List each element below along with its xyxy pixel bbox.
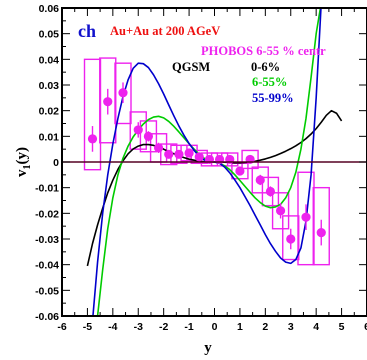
- systematic-error-box: [261, 176, 280, 207]
- data-point: [133, 125, 143, 135]
- systematic-error-box: [312, 186, 330, 266]
- y-tick-label: -0.04: [35, 260, 59, 272]
- systematic-error-box: [297, 171, 315, 266]
- y-tick-label: -0.03: [35, 234, 59, 246]
- data-point: [143, 131, 154, 141]
- y-tick-labels: -0.06 -0.05 -0.04 -0.03 -0.02 -0.01 0 0.01 0.02 0…: [35, 3, 59, 323]
- systematic-error-box: [241, 149, 259, 170]
- x-tick-label: -6: [57, 321, 66, 333]
- y-tick-label: 0.06: [39, 3, 60, 15]
- legend-6-55: 6-55%: [252, 75, 287, 89]
- data-point: [255, 175, 265, 185]
- annotation-system: Au+Au at 200 AGeV: [110, 24, 220, 38]
- y-axis-title-main: v: [14, 169, 30, 177]
- x-tick-label: 5: [339, 321, 345, 333]
- data-point: [103, 97, 113, 107]
- data-point: [265, 186, 276, 197]
- data-point: [118, 88, 128, 98]
- x-tick-label: 0: [212, 321, 218, 333]
- legend-phobos: PHOBOS 6-55 % centr: [201, 44, 326, 58]
- x-tick-label: -1: [184, 321, 193, 333]
- x-tick-label: 3: [288, 321, 294, 333]
- y-tick-label: -0.06: [35, 311, 59, 323]
- data-point: [301, 212, 311, 222]
- y-tick-label: -0.01: [35, 183, 59, 195]
- systematic-error-box: [129, 111, 147, 150]
- axis-ticks: [61, 7, 367, 317]
- y-tick-label: 0.01: [39, 131, 60, 143]
- x-tick-label: 2: [262, 321, 268, 333]
- y-tick-label: 0.05: [39, 29, 60, 41]
- data-point: [184, 148, 194, 158]
- x-tick-label: -4: [108, 321, 117, 333]
- data-point: [174, 149, 184, 159]
- data-point: [164, 149, 174, 159]
- systematic-error-box: [99, 57, 117, 144]
- x-tick-label: -5: [83, 321, 92, 333]
- data-point: [235, 166, 245, 176]
- annotation-ch: ch: [78, 21, 96, 41]
- legend-0-6: 0-6%: [251, 60, 280, 74]
- x-axis-title: y: [204, 340, 212, 356]
- y-axis-title-sub: 1: [22, 165, 33, 170]
- y-tick-label: 0.03: [39, 80, 60, 92]
- y-tick-label: 0.04: [39, 54, 60, 66]
- systematic-error-box: [271, 192, 290, 230]
- systematic-error-box: [83, 58, 102, 171]
- data-point: [153, 143, 164, 153]
- data-point: [275, 206, 286, 216]
- data-point: [194, 152, 204, 162]
- x-tick-labels: -6 -5 -4 -3 -2 -1 0 1 2 3 4 5 6: [57, 321, 367, 333]
- legend-qgsm: QGSM: [172, 60, 210, 74]
- data-point: [316, 227, 326, 238]
- x-tick-label: 4: [313, 321, 319, 333]
- y-tick-label: 0.02: [39, 106, 60, 118]
- systematic-error-box: [282, 215, 300, 261]
- y-axis-title-rest: (y): [14, 147, 30, 165]
- y-tick-label: 0: [53, 157, 59, 169]
- systematic-error-box: [251, 166, 269, 194]
- legend-55-99: 55-99%: [252, 91, 294, 105]
- x-tick-label: -3: [134, 321, 143, 333]
- data-point: [286, 234, 296, 244]
- y-tick-label: -0.05: [35, 285, 59, 297]
- data-point: [87, 134, 98, 144]
- systematic-error-box: [139, 120, 158, 153]
- y-tick-label: -0.02: [35, 208, 59, 220]
- x-tick-label: -2: [159, 321, 168, 333]
- systematic-error-box: [114, 62, 132, 125]
- x-tick-label: 6: [364, 321, 367, 333]
- x-tick-label: 1: [237, 321, 243, 333]
- y-axis-title: v1(y): [14, 147, 33, 177]
